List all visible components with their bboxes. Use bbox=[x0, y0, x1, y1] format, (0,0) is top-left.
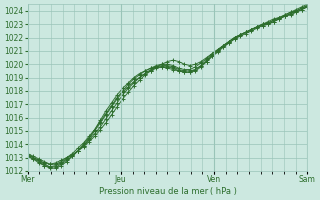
X-axis label: Pression niveau de la mer ( hPa ): Pression niveau de la mer ( hPa ) bbox=[99, 187, 236, 196]
